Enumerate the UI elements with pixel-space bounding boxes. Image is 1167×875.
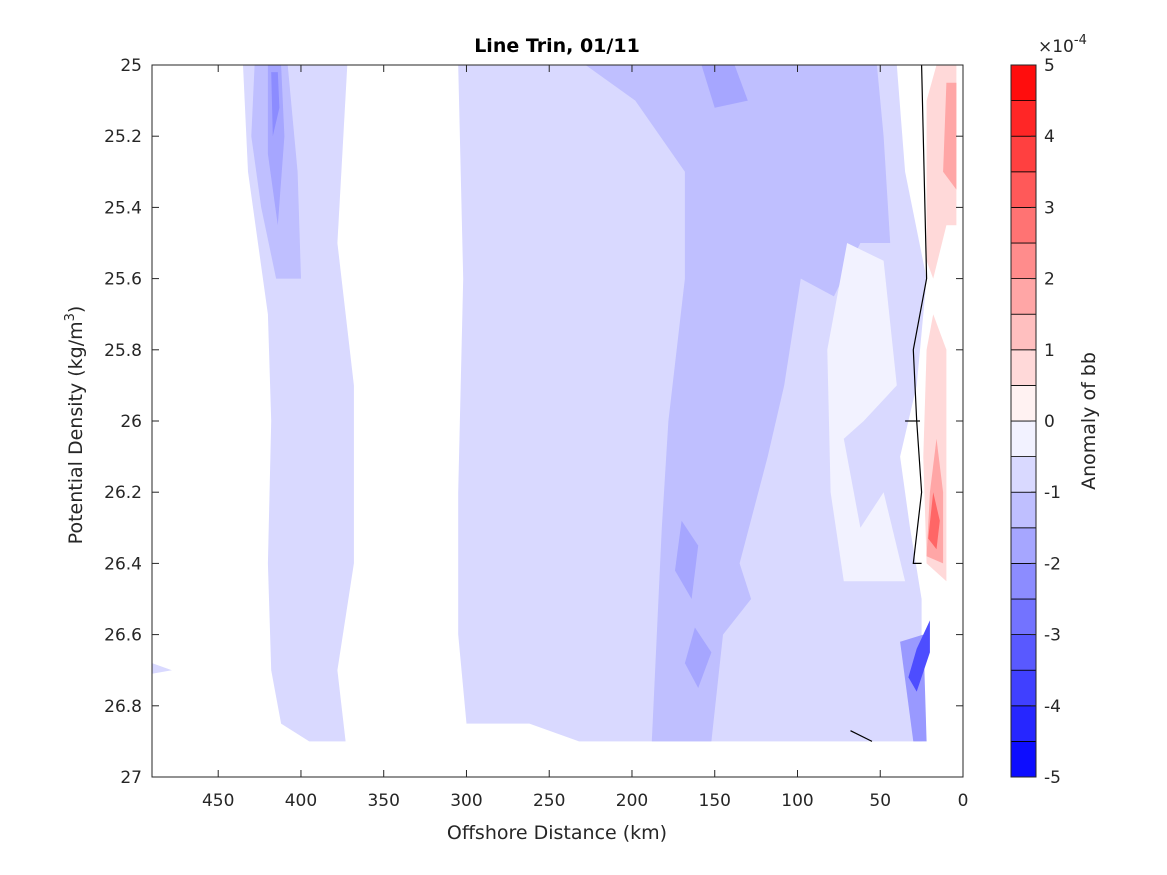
- colorbar-label: Anomaly of bb: [1078, 352, 1100, 490]
- y-axis-label-main: Potential Density (kg/m: [65, 321, 87, 544]
- colorbar-band: [1010, 598, 1037, 635]
- contour-region: [684, 627, 712, 688]
- colorbar-band: [1010, 563, 1037, 600]
- x-tick-label: 50: [869, 791, 891, 811]
- contour-region: [827, 243, 906, 582]
- colorbar-tick-label: -1: [1044, 483, 1061, 503]
- y-tick-label: 25.4: [104, 198, 142, 218]
- x-tick-label: 150: [699, 791, 731, 811]
- y-tick-label: 26.8: [104, 697, 142, 717]
- y-tick-label: 26.4: [104, 554, 142, 574]
- colorbar-band: [1010, 313, 1037, 351]
- colorbar-band: [1010, 100, 1037, 137]
- colorbar-exponent-power: -4: [1074, 33, 1087, 48]
- colorbar-tick-label: 3: [1044, 198, 1055, 218]
- colorbar-exponent: ×10-4: [1038, 33, 1087, 57]
- y-tick-label: 25.2: [104, 127, 142, 147]
- x-tick-label: 100: [781, 791, 813, 811]
- colorbar-ticks: 5 4 3 2 1 0 -1 -2 -3 -4 -5: [1031, 56, 1061, 788]
- zero-contour-lines: [850, 64, 928, 742]
- y-axis-label-superscript: 3: [63, 313, 78, 321]
- colorbar-tick-label: -3: [1044, 626, 1061, 646]
- x-tick-label: 200: [616, 791, 648, 811]
- x-tick-label: 0: [958, 791, 969, 811]
- y-axis-ticks: 25 25.2 25.4 25.6 25.8 26 26.2 26.4 26.6 26.8 27: [104, 56, 963, 788]
- colorbar-tick-label: 0: [1044, 412, 1055, 432]
- colorbar-tick-label: 2: [1044, 270, 1055, 290]
- colorbar-bands: [1010, 64, 1037, 778]
- y-tick-label: 25.8: [104, 341, 142, 361]
- colorbar-tick-label: -2: [1044, 554, 1061, 574]
- x-tick-label: 250: [533, 791, 565, 811]
- y-tick-label: 27: [120, 768, 142, 788]
- colorbar-band: [1010, 741, 1037, 778]
- colorbar-band: [1010, 206, 1037, 244]
- colorbar-tick-label: 5: [1044, 56, 1055, 76]
- colorbar-band: [1010, 384, 1037, 422]
- y-tick-label: 25.6: [104, 270, 142, 290]
- x-axis-ticks: 450 400 350 300 250 200 150 100 50 0: [202, 65, 968, 811]
- chart-title: Line Trin, 01/11: [474, 35, 640, 57]
- contour-region: [271, 72, 280, 137]
- colorbar-band: [1010, 171, 1037, 208]
- y-tick-label: 25: [120, 56, 142, 76]
- colorbar-band: [1010, 349, 1037, 386]
- x-tick-label: 450: [202, 791, 234, 811]
- contour-region: [585, 65, 891, 742]
- colorbar-tick-label: 4: [1044, 127, 1055, 147]
- plot-area: 450 400 350 300 250 200 150 100 50 0 2525.225.425…: [104, 56, 968, 811]
- colorbar-band: [1010, 491, 1037, 529]
- contour-fills: [152, 65, 957, 742]
- colorbar-exponent-base: ×10: [1038, 37, 1074, 57]
- colorbar-tick-label: -5: [1044, 768, 1061, 788]
- y-tick-label: 26: [120, 412, 142, 432]
- colorbar-band: [1010, 135, 1037, 173]
- y-tick-label: 26.2: [104, 483, 142, 503]
- colorbar-band: [1010, 420, 1037, 457]
- contour-region: [943, 82, 957, 190]
- y-axis-label: Potential Density (kg/m3): [63, 306, 87, 545]
- colorbar-band: [1010, 669, 1037, 707]
- colorbar-tick-label: -4: [1044, 697, 1061, 717]
- x-tick-label: 400: [285, 791, 317, 811]
- zero-contour-line: [850, 730, 873, 742]
- colorbar-band: [1010, 64, 1037, 101]
- colorbar-band: [1010, 527, 1037, 564]
- x-tick-label: 350: [367, 791, 399, 811]
- colorbar-tick-label: 1: [1044, 341, 1055, 361]
- x-axis-label: Offshore Distance (km): [447, 822, 667, 844]
- x-tick-label: 300: [450, 791, 482, 811]
- colorbar-band: [1010, 705, 1037, 742]
- contour-region: [152, 663, 172, 674]
- colorbar-band: [1010, 278, 1037, 315]
- contour-region: [928, 492, 940, 550]
- colorbar-band: [1010, 634, 1037, 671]
- contour-region: [701, 65, 748, 108]
- y-tick-label: 26.6: [104, 626, 142, 646]
- colorbar-band: [1010, 242, 1037, 279]
- contour-region: [908, 620, 930, 692]
- contour-region: [675, 520, 699, 599]
- y-axis-label-end: ): [65, 306, 87, 313]
- colorbar-band: [1010, 456, 1037, 493]
